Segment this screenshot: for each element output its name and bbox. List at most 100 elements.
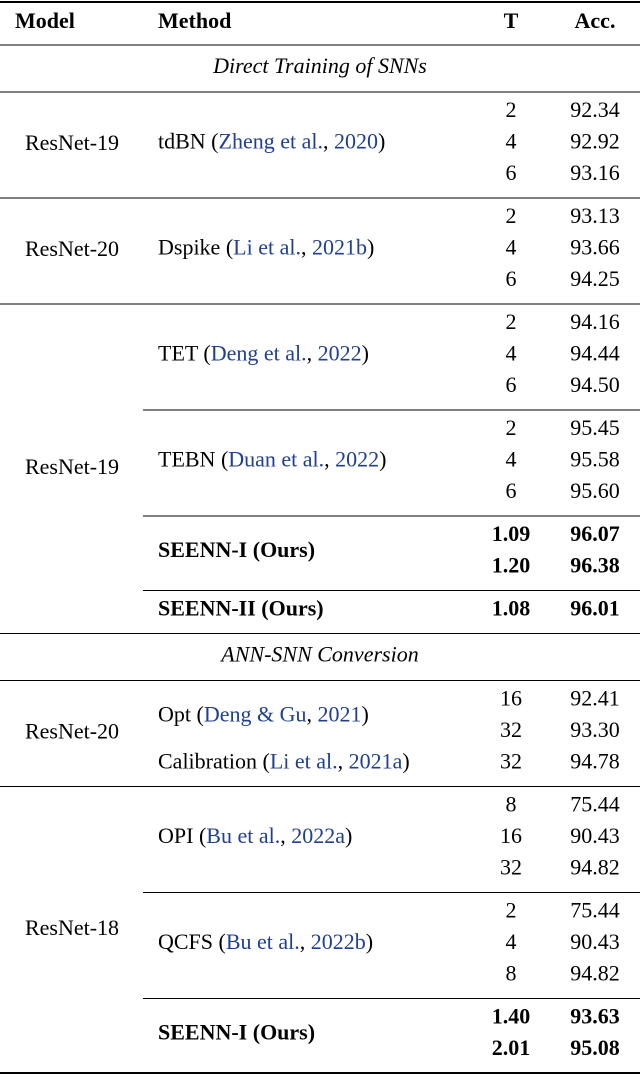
accuracy: 95.08 (570, 1035, 620, 1060)
accuracy: 92.92 (570, 129, 620, 154)
citation: Li et al. (233, 235, 301, 260)
citation: Duan et al. (228, 447, 324, 472)
method-text: OPI ( (158, 823, 206, 848)
accuracy: 92.34 (570, 97, 620, 122)
t-value: 4 (506, 341, 517, 366)
method: SEENN-II (Ours) (158, 596, 324, 621)
model: ResNet-18 (25, 915, 119, 940)
citation: 2021 (317, 701, 361, 726)
t-value: 8 (506, 792, 517, 817)
t-value: 6 (506, 160, 517, 185)
t-value: 2 (506, 415, 517, 440)
accuracy: 92.41 (570, 686, 620, 711)
method-text: ) (345, 823, 352, 848)
accuracy: 90.43 (570, 929, 620, 954)
accuracy: 96.07 (570, 521, 620, 546)
t-value: 6 (506, 266, 517, 291)
method: TEBN (Duan et al., 2022) (158, 447, 387, 472)
method-text: ) (402, 749, 409, 774)
method-text: tdBN ( (158, 129, 219, 154)
method-text: Dspike ( (158, 235, 233, 260)
accuracy: 94.78 (570, 749, 620, 774)
header-method: Method (158, 8, 231, 33)
accuracy: 94.25 (570, 266, 620, 291)
t-value: 4 (506, 929, 517, 954)
method: TET (Deng et al., 2022) (158, 341, 369, 366)
t-value: 16 (500, 823, 522, 848)
citation: 2020 (334, 129, 378, 154)
method-text: SEENN-I (Ours) (158, 1019, 315, 1044)
citation: Bu et al. (206, 823, 280, 848)
accuracy: 94.16 (570, 309, 620, 334)
accuracy: 94.50 (570, 372, 620, 397)
citation: 2022a (291, 823, 345, 848)
method: Dspike (Li et al., 2021b) (158, 235, 374, 260)
citation: 2021b (312, 235, 367, 260)
method-text: ) (379, 447, 386, 472)
method-text: , (307, 341, 318, 366)
accuracy: 93.16 (570, 160, 620, 185)
method-text: TET ( (158, 341, 211, 366)
method: OPI (Bu et al., 2022a) (158, 823, 352, 848)
method: tdBN (Zheng et al., 2020) (158, 129, 385, 154)
t-value: 32 (500, 717, 522, 742)
citation: Bu et al. (226, 929, 300, 954)
citation: 2022 (318, 341, 362, 366)
accuracy: 75.44 (570, 898, 620, 923)
accuracy: 93.63 (570, 1004, 620, 1029)
citation: 2021a (349, 749, 403, 774)
t-value: 4 (506, 129, 517, 154)
header-t: T (504, 8, 519, 33)
method-text: ) (378, 129, 385, 154)
accuracy: 94.82 (570, 855, 620, 880)
model: ResNet-19 (25, 130, 119, 155)
method: QCFS (Bu et al., 2022b) (158, 929, 373, 954)
citation: 2022 (335, 447, 379, 472)
t-value: 1.20 (492, 553, 531, 578)
t-value: 4 (506, 447, 517, 472)
method-text: TEBN ( (158, 447, 228, 472)
citation: Li et al. (270, 749, 338, 774)
header-model: Model (15, 8, 75, 33)
method-text: ) (362, 341, 369, 366)
t-value: 2 (506, 97, 517, 122)
accuracy: 90.43 (570, 823, 620, 848)
method-text: Calibration ( (158, 749, 270, 774)
t-value: 16 (500, 686, 522, 711)
method: SEENN-I (Ours) (158, 1019, 315, 1044)
section-title: Direct Training of SNNs (212, 53, 427, 78)
accuracy: 93.30 (570, 717, 620, 742)
method-text: , (300, 929, 311, 954)
accuracy: 95.60 (570, 478, 620, 503)
citation: Deng et al. (211, 341, 307, 366)
t-value: 2 (506, 898, 517, 923)
accuracy: 96.01 (570, 596, 620, 621)
accuracy: 94.82 (570, 961, 620, 986)
t-value: 32 (500, 749, 522, 774)
method-text: SEENN-II (Ours) (158, 596, 324, 621)
t-value: 1.09 (492, 521, 531, 546)
model: ResNet-19 (25, 454, 119, 479)
method: Calibration (Li et al., 2021a) (158, 749, 410, 774)
method: SEENN-I (Ours) (158, 537, 315, 562)
method-text: ) (366, 929, 373, 954)
method-text: , (301, 235, 312, 260)
model: ResNet-20 (25, 236, 119, 261)
method-text: , (324, 447, 335, 472)
citation: Deng & Gu (204, 701, 307, 726)
t-value: 2.01 (492, 1035, 531, 1060)
t-value: 1.08 (492, 596, 531, 621)
method-text: QCFS ( (158, 929, 226, 954)
t-value: 4 (506, 235, 517, 260)
method-text: ) (361, 701, 368, 726)
t-value: 32 (500, 855, 522, 880)
accuracy: 75.44 (570, 792, 620, 817)
t-value: 8 (506, 961, 517, 986)
accuracy: 93.66 (570, 235, 620, 260)
accuracy: 96.38 (570, 553, 620, 578)
t-value: 6 (506, 372, 517, 397)
method-text: , (306, 701, 317, 726)
model: ResNet-20 (25, 719, 119, 744)
citation: 2022b (311, 929, 366, 954)
